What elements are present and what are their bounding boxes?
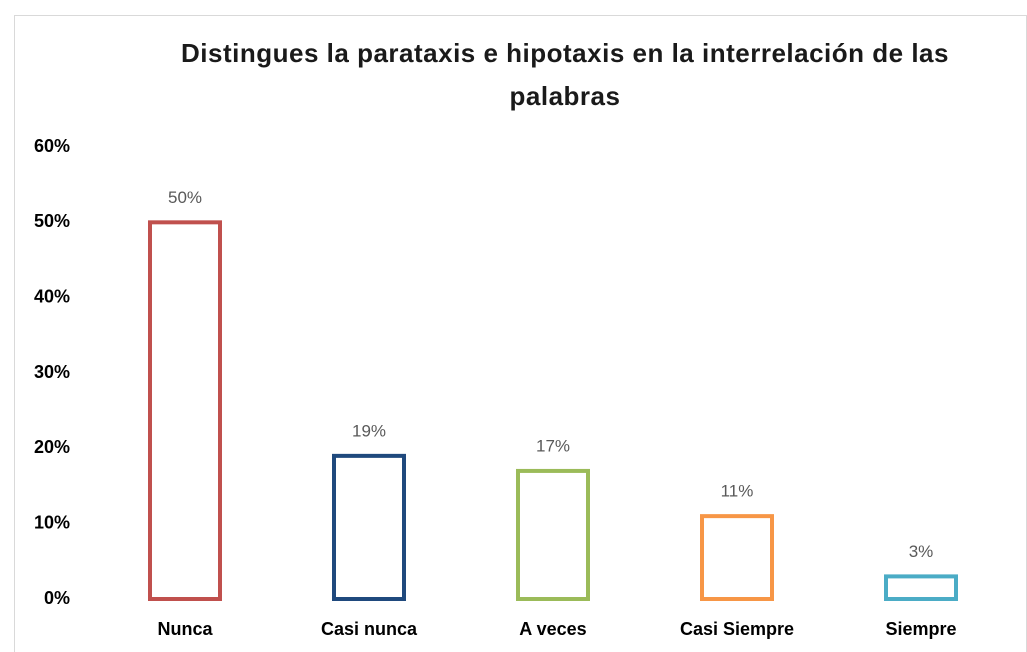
bar bbox=[884, 574, 958, 602]
bar bbox=[148, 220, 222, 601]
y-tick-label: 50% bbox=[34, 211, 70, 231]
y-tick-label: 40% bbox=[34, 286, 70, 306]
data-label: 19% bbox=[352, 421, 386, 440]
y-tick-label: 60% bbox=[34, 136, 70, 156]
chart-title: Distingues la parataxis e hipotaxis en l… bbox=[181, 38, 949, 111]
x-tick-label: Nunca bbox=[157, 619, 213, 639]
x-tick-label: A veces bbox=[519, 619, 586, 639]
y-tick-label: 20% bbox=[34, 437, 70, 457]
data-label: 50% bbox=[168, 188, 202, 207]
x-tick-label: Casi Siempre bbox=[680, 619, 794, 639]
data-label: 11% bbox=[721, 482, 754, 501]
bar bbox=[332, 453, 406, 601]
x-tick-label: Siempre bbox=[885, 619, 956, 639]
y-tick-label: 10% bbox=[34, 512, 70, 532]
bar bbox=[700, 514, 774, 602]
data-label: 3% bbox=[909, 542, 934, 561]
y-tick-label: 30% bbox=[34, 362, 70, 382]
y-tick-label: 0% bbox=[44, 588, 70, 608]
x-tick-label: Casi nunca bbox=[321, 619, 418, 639]
data-label: 17% bbox=[536, 436, 570, 455]
bar bbox=[516, 468, 590, 601]
